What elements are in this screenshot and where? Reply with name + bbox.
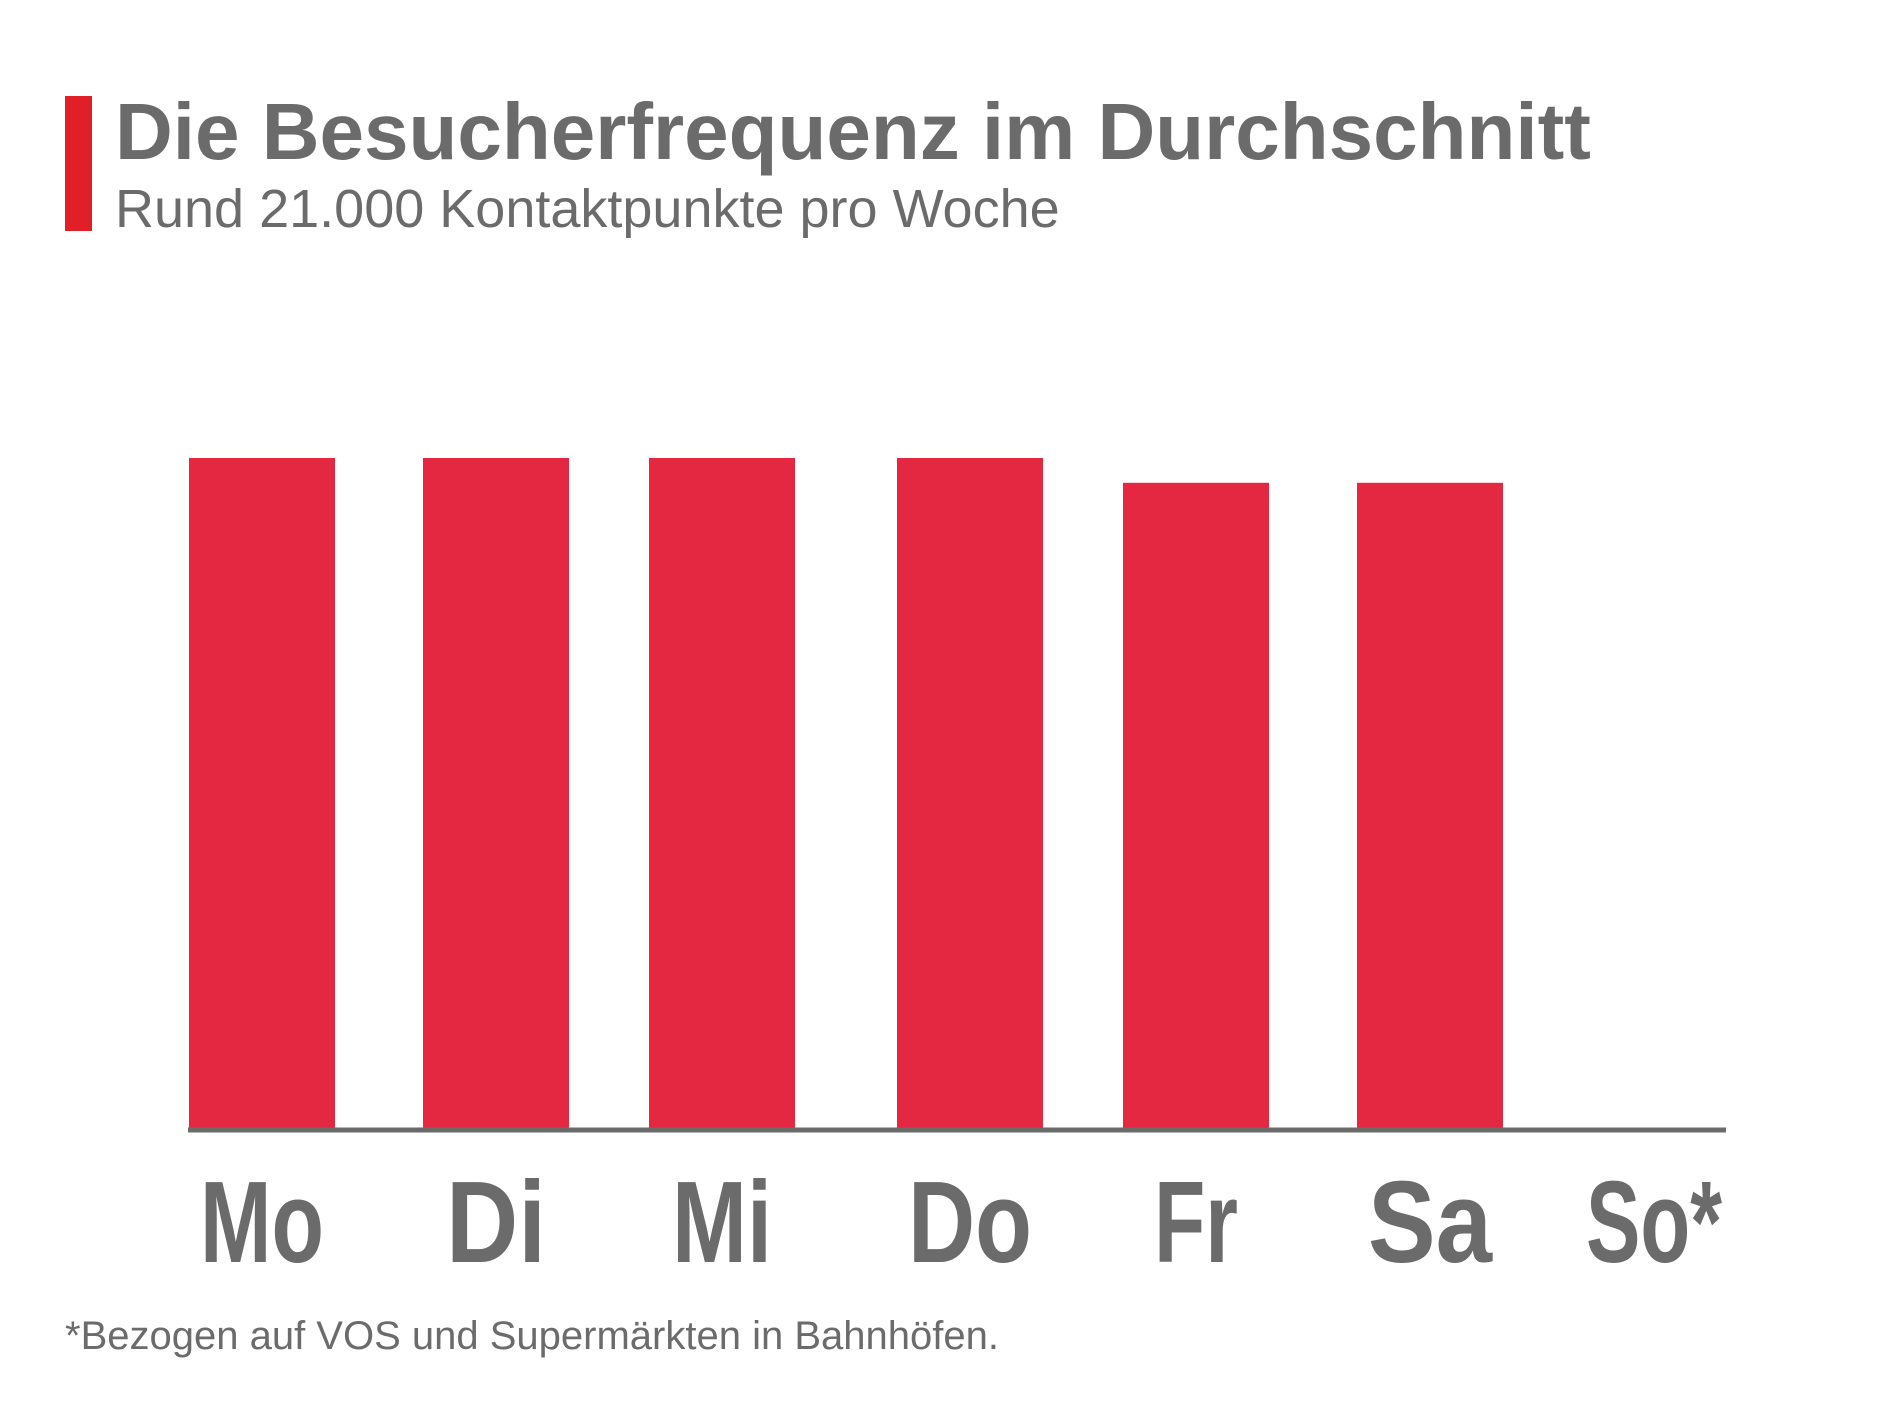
footnote: *Bezogen auf VOS und Supermärkten in Bah… — [65, 1314, 999, 1358]
chart-title: Die Besucherfrequenz im Durchschnitt — [115, 87, 1591, 176]
chart-subtitle: Rund 21.000 Kontaktpunkte pro Woche — [115, 179, 1060, 239]
bar-mi — [649, 458, 795, 1128]
tick-label-so: So* — [1586, 1157, 1723, 1287]
tick-label-mi: Mi — [672, 1157, 772, 1287]
bar-mo — [189, 458, 335, 1128]
tick-label-di: Di — [446, 1157, 546, 1287]
title-accent-bar — [65, 96, 92, 231]
tick-label-fr: Fr — [1154, 1157, 1238, 1287]
bar-do — [897, 458, 1043, 1128]
x-tick-labels: Mo Di Mi Do Fr Sa So* — [200, 1157, 1723, 1287]
bar-di — [423, 458, 569, 1128]
bar-fr — [1123, 482, 1269, 1128]
bar-group — [189, 458, 1503, 1128]
tick-label-sa: Sa — [1368, 1157, 1493, 1287]
bar-sa — [1357, 482, 1503, 1128]
tick-label-mo: Mo — [200, 1157, 324, 1287]
tick-label-do: Do — [908, 1157, 1032, 1287]
